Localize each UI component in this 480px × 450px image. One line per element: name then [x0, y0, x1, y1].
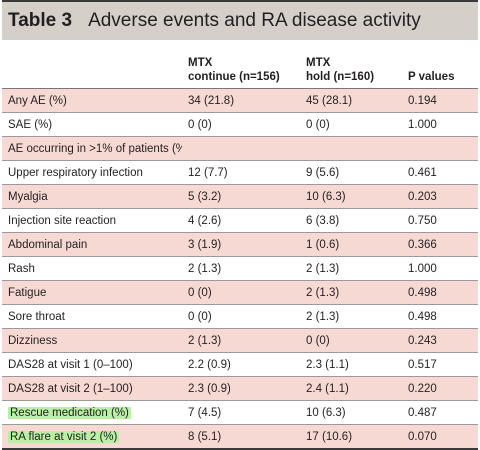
adverse-events-table: MTX continue (n=156) MTX hold (n=160) P va… [2, 40, 478, 450]
highlighted-row-label: Rescue medication (%) [8, 406, 131, 419]
table-title-bar: Table 3 Adverse events and RA disease ac… [2, 0, 478, 40]
table-row: Fatigue 0 (0) 2 (1.3) 0.498 [2, 280, 478, 305]
cell-p-value: 0.487 [402, 400, 478, 425]
table-row: Injection site reaction 4 (2.6) 6 (3.8) … [2, 208, 478, 233]
table-row: DAS28 at visit 1 (0–100) 2.2 (0.9) 2.3 (… [2, 352, 478, 377]
header-p-values: P values [402, 40, 478, 89]
table-number: Table 3 [8, 10, 73, 31]
table-row: Upper respiratory infection 12 (7.7) 9 (… [2, 160, 478, 185]
cell-hold: 2 (1.3) [300, 280, 402, 305]
header-mtx-continue-line2: continue (n=156) [188, 71, 280, 83]
cell-p-value: 0.498 [402, 280, 478, 305]
table-header-row: MTX continue (n=156) MTX hold (n=160) P va… [2, 40, 478, 89]
cell-p-value [402, 136, 478, 161]
row-label: Myalgia [2, 184, 182, 209]
cell-p-value: 0.498 [402, 304, 478, 329]
row-label: SAE (%) [2, 112, 182, 137]
cell-hold: 1 (0.6) [300, 232, 402, 257]
row-label: Fatigue [2, 280, 182, 305]
table-row: Sore throat 0 (0) 2 (1.3) 0.498 [2, 304, 478, 329]
cell-hold [300, 136, 402, 161]
cell-p-value: 0.750 [402, 208, 478, 233]
cell-continue: 8 (5.1) [182, 424, 300, 450]
row-label: DAS28 at visit 2 (1–100) [2, 376, 182, 401]
cell-p-value: 0.194 [402, 88, 478, 113]
cell-p-value: 1.000 [402, 112, 478, 137]
cell-p-value: 0.070 [402, 424, 478, 450]
table-row: SAE (%) 0 (0) 0 (0) 1.000 [2, 112, 478, 137]
cell-continue: 2 (1.3) [182, 328, 300, 353]
table-row: Dizziness 2 (1.3) 0 (0) 0.243 [2, 328, 478, 353]
header-mtx-hold-line1: MTX [306, 57, 331, 69]
cell-p-value: 0.366 [402, 232, 478, 257]
row-label-cell: RA flare at visit 2 (%) [2, 424, 182, 450]
cell-continue [182, 136, 300, 161]
row-label: AE occurring in >1% of patients (%) [2, 136, 182, 161]
table-row: Rescue medication (%) 7 (4.5) 10 (6.3) 0… [2, 400, 478, 425]
row-label: Any AE (%) [2, 88, 182, 113]
cell-hold: 2 (1.3) [300, 256, 402, 281]
cell-continue: 34 (21.8) [182, 88, 300, 113]
cell-continue: 0 (0) [182, 112, 300, 137]
row-label-cell: Rescue medication (%) [2, 400, 182, 425]
cell-p-value: 0.243 [402, 328, 478, 353]
cell-hold: 10 (6.3) [300, 184, 402, 209]
cell-continue: 0 (0) [182, 280, 300, 305]
row-label: Dizziness [2, 328, 182, 353]
table-row: Rash 2 (1.3) 2 (1.3) 1.000 [2, 256, 478, 281]
row-label: Abdominal pain [2, 232, 182, 257]
cell-hold: 6 (3.8) [300, 208, 402, 233]
cell-p-value: 0.517 [402, 352, 478, 377]
cell-p-value: 0.203 [402, 184, 478, 209]
table-row: RA flare at visit 2 (%) 8 (5.1) 17 (10.6… [2, 424, 478, 450]
cell-hold: 10 (6.3) [300, 400, 402, 425]
header-mtx-continue: MTX continue (n=156) [182, 40, 300, 89]
row-label: Upper respiratory infection [2, 160, 182, 185]
table-row: DAS28 at visit 2 (1–100) 2.3 (0.9) 2.4 (… [2, 376, 478, 401]
cell-continue: 5 (3.2) [182, 184, 300, 209]
cell-continue: 7 (4.5) [182, 400, 300, 425]
cell-hold: 17 (10.6) [300, 424, 402, 450]
table-row: AE occurring in >1% of patients (%) [2, 136, 478, 161]
highlighted-row-label: RA flare at visit 2 (%) [8, 430, 120, 443]
cell-continue: 3 (1.9) [182, 232, 300, 257]
cell-hold: 9 (5.6) [300, 160, 402, 185]
table-row: Any AE (%) 34 (21.8) 45 (28.1) 0.194 [2, 88, 478, 113]
cell-hold: 0 (0) [300, 328, 402, 353]
cell-hold: 2 (1.3) [300, 304, 402, 329]
cell-continue: 4 (2.6) [182, 208, 300, 233]
cell-hold: 2.4 (1.1) [300, 376, 402, 401]
cell-p-value: 0.461 [402, 160, 478, 185]
cell-continue: 12 (7.7) [182, 160, 300, 185]
row-label: Rash [2, 256, 182, 281]
cell-continue: 2.3 (0.9) [182, 376, 300, 401]
cell-p-value: 0.220 [402, 376, 478, 401]
cell-hold: 2.3 (1.1) [300, 352, 402, 377]
table-row: Myalgia 5 (3.2) 10 (6.3) 0.203 [2, 184, 478, 209]
table-row: Abdominal pain 3 (1.9) 1 (0.6) 0.366 [2, 232, 478, 257]
row-label: Sore throat [2, 304, 182, 329]
cell-p-value: 1.000 [402, 256, 478, 281]
header-mtx-hold-line2: hold (n=160) [306, 71, 375, 83]
header-mtx-hold: MTX hold (n=160) [300, 40, 402, 89]
cell-continue: 2 (1.3) [182, 256, 300, 281]
cell-hold: 45 (28.1) [300, 88, 402, 113]
row-label: DAS28 at visit 1 (0–100) [2, 352, 182, 377]
table-title: Adverse events and RA disease activity [88, 10, 421, 31]
header-label-col [2, 40, 182, 89]
cell-continue: 0 (0) [182, 304, 300, 329]
cell-hold: 0 (0) [300, 112, 402, 137]
cell-continue: 2.2 (0.9) [182, 352, 300, 377]
row-label: Injection site reaction [2, 208, 182, 233]
header-mtx-continue-line1: MTX [188, 57, 213, 69]
